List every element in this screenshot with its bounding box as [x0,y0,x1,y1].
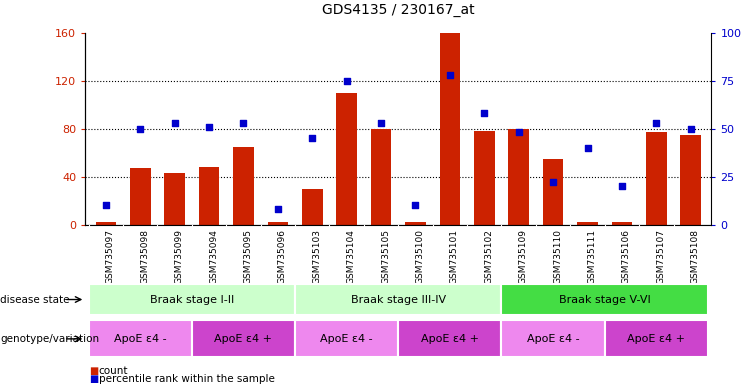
Bar [577,222,598,225]
Bar [192,320,295,358]
Text: GSM735095: GSM735095 [244,229,253,284]
Text: GSM735096: GSM735096 [278,229,287,284]
Text: GDS4135 / 230167_at: GDS4135 / 230167_at [322,3,474,17]
Text: GSM735109: GSM735109 [519,229,528,284]
Point [238,120,250,126]
Point [444,72,456,78]
Bar [233,147,253,225]
Point [375,120,387,126]
Text: Braak stage V-VI: Braak stage V-VI [559,295,651,305]
Text: ApoE ε4 -: ApoE ε4 - [527,334,579,344]
Bar [439,33,460,225]
Text: GSM735102: GSM735102 [485,229,494,284]
Text: GSM735099: GSM735099 [175,229,184,284]
Text: genotype/variation: genotype/variation [0,334,99,344]
Text: GSM735105: GSM735105 [381,229,390,284]
Bar [680,135,701,225]
Point [479,110,491,116]
Point [341,78,353,84]
Point [100,202,112,209]
Point [547,179,559,185]
Bar [508,129,529,225]
Text: Braak stage I-II: Braak stage I-II [150,295,234,305]
Text: GSM735097: GSM735097 [106,229,115,284]
Text: ■: ■ [89,366,98,376]
Bar [405,222,426,225]
Bar [89,320,192,358]
Bar [268,222,288,225]
Text: Braak stage III-IV: Braak stage III-IV [350,295,446,305]
Bar [502,320,605,358]
Bar [89,284,295,315]
Point [306,135,318,141]
Bar [302,189,322,225]
Text: ■: ■ [89,374,98,384]
Text: GSM735100: GSM735100 [416,229,425,284]
Text: GSM735111: GSM735111 [588,229,597,284]
Bar [295,320,399,358]
Bar [96,222,116,225]
Point [616,183,628,189]
Point [134,126,146,132]
Bar [130,168,150,225]
Text: ApoE ε4 -: ApoE ε4 - [320,334,373,344]
Point [203,124,215,130]
Text: GSM735104: GSM735104 [347,229,356,284]
Point [169,120,181,126]
Bar [502,284,708,315]
Bar [336,93,357,225]
Point [272,206,284,212]
Text: GSM735108: GSM735108 [691,229,700,284]
Text: ApoE ε4 +: ApoE ε4 + [421,334,479,344]
Text: GSM735098: GSM735098 [140,229,149,284]
Text: GSM735101: GSM735101 [450,229,459,284]
Text: disease state: disease state [0,295,70,305]
Point [685,126,697,132]
Bar [611,222,632,225]
Text: percentile rank within the sample: percentile rank within the sample [99,374,274,384]
Text: ApoE ε4 +: ApoE ε4 + [214,334,273,344]
Bar [199,167,219,225]
Bar [165,173,185,225]
Text: GSM735106: GSM735106 [622,229,631,284]
Text: ApoE ε4 -: ApoE ε4 - [114,334,167,344]
Point [651,120,662,126]
Text: GSM735103: GSM735103 [312,229,322,284]
Text: ApoE ε4 +: ApoE ε4 + [628,334,685,344]
Bar [295,284,502,315]
Bar [474,131,494,225]
Point [410,202,422,209]
Bar [605,320,708,358]
Text: GSM735094: GSM735094 [209,229,218,284]
Text: GSM735107: GSM735107 [657,229,665,284]
Bar [370,129,391,225]
Text: count: count [99,366,128,376]
Point [582,145,594,151]
Bar [646,132,667,225]
Bar [399,320,502,358]
Point [513,129,525,136]
Bar [542,159,563,225]
Text: GSM735110: GSM735110 [553,229,562,284]
